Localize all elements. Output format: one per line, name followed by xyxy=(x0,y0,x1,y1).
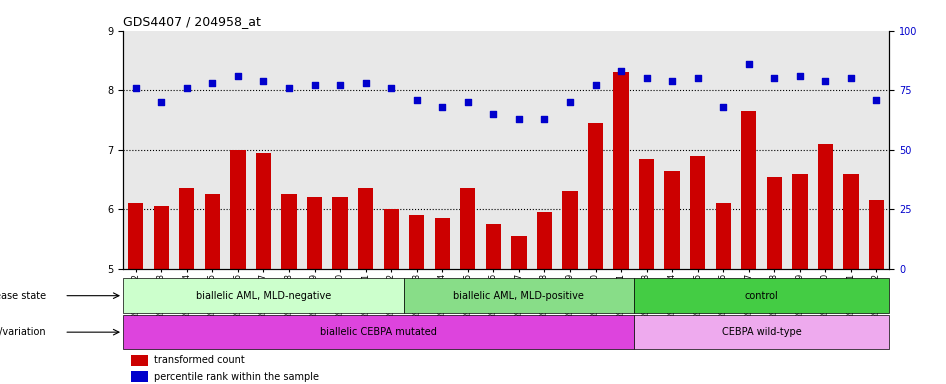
Bar xyxy=(639,159,655,269)
Bar xyxy=(358,189,374,269)
Text: genotype/variation: genotype/variation xyxy=(0,327,46,337)
Bar xyxy=(131,371,148,382)
Point xyxy=(741,61,756,67)
Point xyxy=(255,78,271,84)
Bar xyxy=(485,224,501,269)
Bar xyxy=(434,218,450,269)
Point xyxy=(358,80,373,86)
Point xyxy=(179,85,194,91)
Bar xyxy=(843,174,859,269)
Bar xyxy=(409,215,425,269)
Text: transformed count: transformed count xyxy=(153,356,244,366)
Point xyxy=(511,116,526,122)
Bar xyxy=(204,194,220,269)
Point xyxy=(587,83,603,89)
Point xyxy=(639,75,654,81)
Text: CEBPA wild-type: CEBPA wild-type xyxy=(722,327,801,337)
Point xyxy=(690,75,705,81)
Bar xyxy=(664,170,680,269)
Point xyxy=(664,78,679,84)
Text: biallelic AML, MLD-negative: biallelic AML, MLD-negative xyxy=(196,291,331,301)
Point xyxy=(485,111,500,117)
Bar xyxy=(332,197,348,269)
Bar xyxy=(511,236,527,269)
Point xyxy=(562,99,577,105)
Bar xyxy=(613,73,629,269)
Text: biallelic CEBPA mutated: biallelic CEBPA mutated xyxy=(320,327,437,337)
Point xyxy=(792,73,807,79)
Point xyxy=(843,75,858,81)
Bar xyxy=(766,177,782,269)
Bar xyxy=(255,153,272,269)
Point xyxy=(153,99,168,105)
Point xyxy=(204,80,219,86)
Bar xyxy=(741,111,757,269)
Bar xyxy=(634,278,889,313)
Text: disease state: disease state xyxy=(0,291,46,301)
Point xyxy=(128,85,144,91)
Point xyxy=(715,104,730,110)
Point xyxy=(332,83,347,89)
Bar xyxy=(634,315,889,349)
Bar xyxy=(281,194,297,269)
Bar xyxy=(817,144,833,269)
Bar xyxy=(131,355,148,366)
Point xyxy=(536,116,552,122)
Bar xyxy=(460,189,476,269)
Point xyxy=(383,85,398,91)
Text: GDS4407 / 204958_at: GDS4407 / 204958_at xyxy=(123,15,261,28)
Bar xyxy=(123,278,404,313)
Bar xyxy=(404,278,634,313)
Bar xyxy=(230,150,246,269)
Bar xyxy=(153,206,169,269)
Bar xyxy=(536,212,552,269)
Bar xyxy=(715,204,731,269)
Point xyxy=(409,97,424,103)
Point xyxy=(281,85,296,91)
Text: control: control xyxy=(745,291,779,301)
Bar xyxy=(123,315,634,349)
Bar xyxy=(179,189,195,269)
Point xyxy=(460,99,475,105)
Point xyxy=(766,75,781,81)
Point xyxy=(307,83,322,89)
Bar xyxy=(690,156,706,269)
Bar xyxy=(587,123,604,269)
Point xyxy=(868,97,884,103)
Bar xyxy=(383,209,399,269)
Bar xyxy=(868,200,885,269)
Bar xyxy=(562,192,578,269)
Point xyxy=(230,73,245,79)
Text: percentile rank within the sample: percentile rank within the sample xyxy=(153,372,319,382)
Point xyxy=(613,68,628,74)
Bar xyxy=(792,174,808,269)
Point xyxy=(817,78,832,84)
Point xyxy=(434,104,449,110)
Text: biallelic AML, MLD-positive: biallelic AML, MLD-positive xyxy=(453,291,585,301)
Bar xyxy=(307,197,323,269)
Bar xyxy=(128,204,144,269)
